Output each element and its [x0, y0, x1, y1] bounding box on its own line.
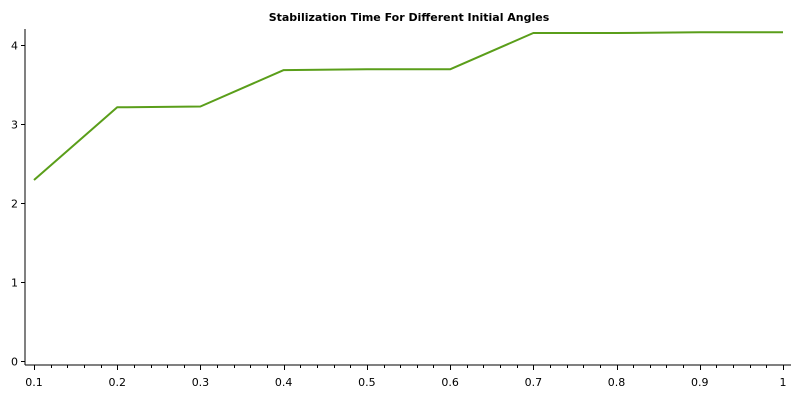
x-tick-label: 0.3	[192, 376, 210, 389]
x-tick-label: 0.1	[25, 376, 43, 389]
y-tick-label: 4	[11, 40, 18, 53]
chart-title: Stabilization Time For Different Initial…	[269, 11, 550, 24]
x-tick-label: 0.9	[691, 376, 709, 389]
x-tick-label: 0.6	[441, 376, 459, 389]
y-tick-label: 1	[11, 277, 18, 290]
x-tick-label: 0.7	[525, 376, 543, 389]
x-tick-label: 0.4	[275, 376, 293, 389]
x-tick-label: 0.5	[358, 376, 376, 389]
series-line	[33, 31, 783, 181]
x-tick-label: 0.8	[608, 376, 626, 389]
y-tick-label: 3	[11, 119, 18, 132]
axes	[24, 29, 791, 366]
y-tick-label: 0	[11, 356, 18, 369]
data-series	[33, 31, 784, 181]
x-tick-label: 1	[780, 376, 787, 389]
axis-ticks: 0 1 2 3 4 0.1 0.2 0.3 0.4 0.5 0.6 0.7 0.8 0.9 1	[11, 40, 787, 390]
y-tick-label: 2	[11, 198, 18, 211]
x-tick-label: 0.2	[108, 376, 126, 389]
